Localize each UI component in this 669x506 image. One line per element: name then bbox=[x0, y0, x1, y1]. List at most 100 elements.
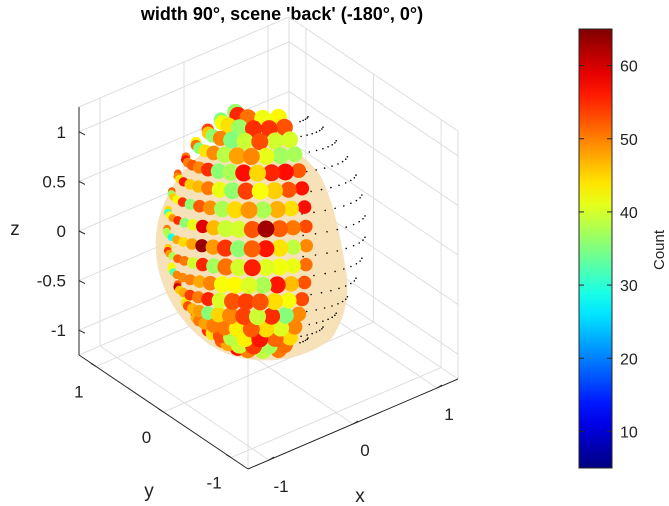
sample-marker bbox=[299, 257, 313, 272]
sample-marker bbox=[184, 198, 196, 210]
unsampled-point bbox=[331, 316, 334, 319]
sample-marker bbox=[243, 221, 261, 238]
sample-marker bbox=[214, 276, 231, 293]
sample-marker bbox=[266, 132, 284, 150]
sample-marker bbox=[249, 308, 266, 326]
sample-marker bbox=[237, 182, 255, 200]
y-tick-labels: -1 0 1 bbox=[74, 362, 232, 493]
colorbar-gradient bbox=[578, 28, 613, 469]
sample-marker bbox=[179, 255, 190, 266]
unsampled-point bbox=[344, 182, 347, 184]
sample-marker bbox=[206, 220, 222, 236]
unsampled-point bbox=[302, 255, 304, 258]
z-tick-label: -0.5 bbox=[37, 272, 66, 291]
sample-marker bbox=[214, 200, 231, 218]
sample-marker bbox=[216, 239, 234, 257]
unsampled-point bbox=[324, 209, 327, 212]
unsampled-point bbox=[345, 247, 348, 250]
unsampled-point bbox=[313, 211, 315, 214]
unsampled-point bbox=[344, 285, 347, 287]
unsampled-point bbox=[324, 272, 327, 275]
sample-marker bbox=[203, 200, 218, 216]
unsampled-point bbox=[302, 340, 304, 343]
sphere-points bbox=[155, 103, 366, 361]
unsampled-point bbox=[306, 334, 308, 336]
sample-marker bbox=[286, 319, 303, 335]
sample-marker bbox=[243, 240, 261, 258]
sample-marker bbox=[230, 240, 247, 258]
z-tick bbox=[78, 180, 86, 185]
grid-line bbox=[78, 90, 290, 182]
sample-marker bbox=[196, 257, 210, 272]
sample-marker bbox=[230, 119, 248, 137]
unsampled-point bbox=[315, 131, 318, 133]
sample-marker bbox=[271, 239, 289, 257]
sample-marker bbox=[291, 163, 307, 179]
colorbar: 10 20 30 40 50 60 Count bbox=[578, 28, 668, 469]
unsampled-point bbox=[315, 169, 318, 171]
sample-marker bbox=[272, 319, 290, 337]
x-tick-labels: -1 0 1 bbox=[268, 384, 454, 496]
sample-marker bbox=[272, 147, 290, 165]
sample-marker bbox=[223, 131, 241, 149]
z-tick-label: 0.5 bbox=[42, 172, 66, 191]
sample-marker bbox=[178, 237, 189, 247]
colorbar-tick-label: 20 bbox=[620, 351, 638, 368]
unsampled-point bbox=[334, 142, 336, 144]
unsampled-point bbox=[331, 305, 333, 307]
sample-marker bbox=[257, 320, 275, 338]
z-tick-labels: -1 -0.5 0 0.5 1 bbox=[37, 123, 86, 340]
unsampled-point bbox=[322, 147, 324, 150]
unsampled-point bbox=[300, 135, 302, 138]
unsampled-point bbox=[299, 341, 301, 344]
sample-marker bbox=[187, 218, 199, 231]
unsampled-point bbox=[346, 156, 349, 158]
sample-marker bbox=[196, 219, 210, 234]
unsampled-point bbox=[350, 202, 352, 205]
unsampled-point bbox=[323, 167, 326, 169]
sample-marker bbox=[254, 276, 272, 294]
z-tick bbox=[78, 329, 86, 334]
unsampled-point bbox=[305, 170, 308, 173]
unsampled-point bbox=[337, 303, 339, 305]
unsampled-point bbox=[308, 323, 311, 326]
sample-marker bbox=[299, 239, 313, 253]
sample-marker bbox=[249, 164, 266, 182]
unsampled-point bbox=[346, 296, 349, 298]
unsampled-point bbox=[306, 117, 309, 119]
sample-marker bbox=[297, 275, 312, 290]
z-tick-label: 1 bbox=[57, 123, 66, 142]
unsampled-point bbox=[302, 234, 304, 237]
z-tick bbox=[78, 280, 86, 285]
y-tick bbox=[225, 454, 232, 459]
z-tick bbox=[78, 131, 86, 136]
unsampled-point bbox=[352, 223, 355, 226]
x-tick bbox=[352, 420, 359, 425]
unsampled-point bbox=[345, 298, 347, 301]
sample-marker bbox=[210, 163, 227, 179]
unsampled-point bbox=[322, 126, 324, 128]
unsampled-point bbox=[334, 314, 336, 317]
x-tick-label: -1 bbox=[273, 477, 288, 496]
unsampled-point bbox=[334, 207, 336, 210]
unsampled-point bbox=[300, 335, 302, 338]
sample-marker bbox=[251, 133, 269, 151]
sample-marker bbox=[280, 181, 297, 198]
unsampled-point bbox=[307, 337, 309, 339]
x-tick-label: 1 bbox=[444, 405, 453, 424]
unsampled-point bbox=[315, 309, 318, 311]
unsampled-point bbox=[322, 326, 324, 328]
sample-marker bbox=[285, 239, 301, 255]
unsampled-point bbox=[341, 300, 344, 303]
sample-marker bbox=[179, 217, 190, 228]
sample-marker bbox=[201, 292, 216, 307]
sample-marker bbox=[186, 238, 198, 250]
unsampled-point bbox=[337, 163, 339, 165]
unsampled-point bbox=[327, 146, 329, 148]
unsampled-point bbox=[315, 322, 318, 324]
unsampled-point bbox=[362, 218, 364, 220]
unsampled-points bbox=[299, 116, 366, 344]
unsampled-point bbox=[307, 116, 309, 118]
y-tick-label: 1 bbox=[74, 382, 83, 401]
